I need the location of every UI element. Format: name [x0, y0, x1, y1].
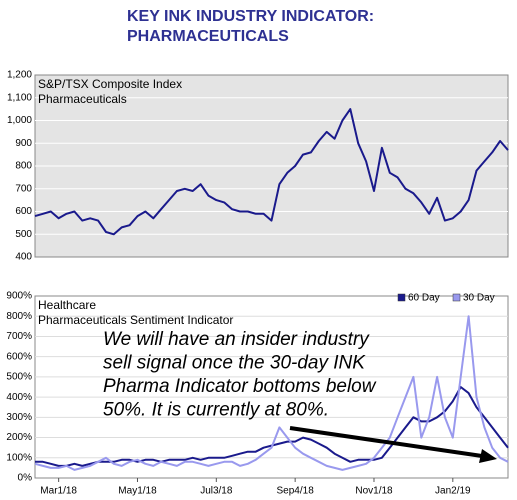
legend-swatch	[452, 293, 461, 302]
y-tick-label: 400	[15, 252, 32, 263]
panel-label: Pharmaceuticals	[38, 92, 127, 106]
panel-label: S&P/TSX Composite Index	[38, 77, 182, 91]
x-tick-label: Jul3/18	[200, 486, 233, 497]
y-tick-label: 200%	[6, 432, 32, 443]
x-tick-label: May1/18	[118, 486, 157, 497]
annotation: 50%. It is currently at 80%.	[103, 400, 329, 421]
title: KEY INK INDUSTRY INDICATOR:	[127, 8, 374, 25]
annotation: We will have an insider industry	[103, 329, 370, 350]
y-tick-label: 600%	[6, 351, 32, 362]
y-tick-label: 500%	[6, 372, 32, 383]
y-tick-label: 500	[15, 229, 32, 240]
y-tick-label: 700	[15, 183, 32, 194]
annotation: sell signal once the 30-day INK	[103, 353, 366, 374]
y-tick-label: 600	[15, 206, 32, 217]
legend-swatch	[397, 293, 406, 302]
x-tick-label: Sep4/18	[277, 486, 315, 497]
legend-label: 30 Day	[463, 293, 495, 304]
y-tick-label: 800	[15, 161, 32, 172]
arrow-head	[479, 449, 497, 463]
annotation: Pharma Indicator bottoms below	[103, 376, 377, 397]
line-series	[34, 108, 509, 236]
panel-label: Healthcare	[38, 298, 96, 312]
y-tick-label: 900%	[6, 291, 32, 302]
y-tick-label: 1,200	[7, 70, 32, 81]
line-series	[34, 315, 509, 471]
x-tick-label: Jan2/19	[435, 486, 471, 497]
title: PHARMACEUTICALS	[127, 28, 289, 45]
y-tick-label: 1,000	[7, 115, 32, 126]
legend-label: 60 Day	[408, 293, 440, 304]
x-tick-label: Mar1/18	[40, 486, 77, 497]
y-tick-label: 400%	[6, 392, 32, 403]
arrow-shaft	[289, 426, 483, 458]
y-tick-label: 0%	[18, 473, 33, 484]
panel-label: Pharmaceuticals Sentiment Indicator	[38, 313, 233, 327]
y-tick-label: 900	[15, 138, 32, 149]
y-tick-label: 1,100	[7, 92, 32, 103]
x-tick-label: Nov1/18	[355, 486, 393, 497]
y-tick-label: 700%	[6, 331, 32, 342]
y-tick-label: 300%	[6, 412, 32, 423]
y-tick-label: 100%	[6, 452, 32, 463]
y-tick-label: 800%	[6, 311, 32, 322]
